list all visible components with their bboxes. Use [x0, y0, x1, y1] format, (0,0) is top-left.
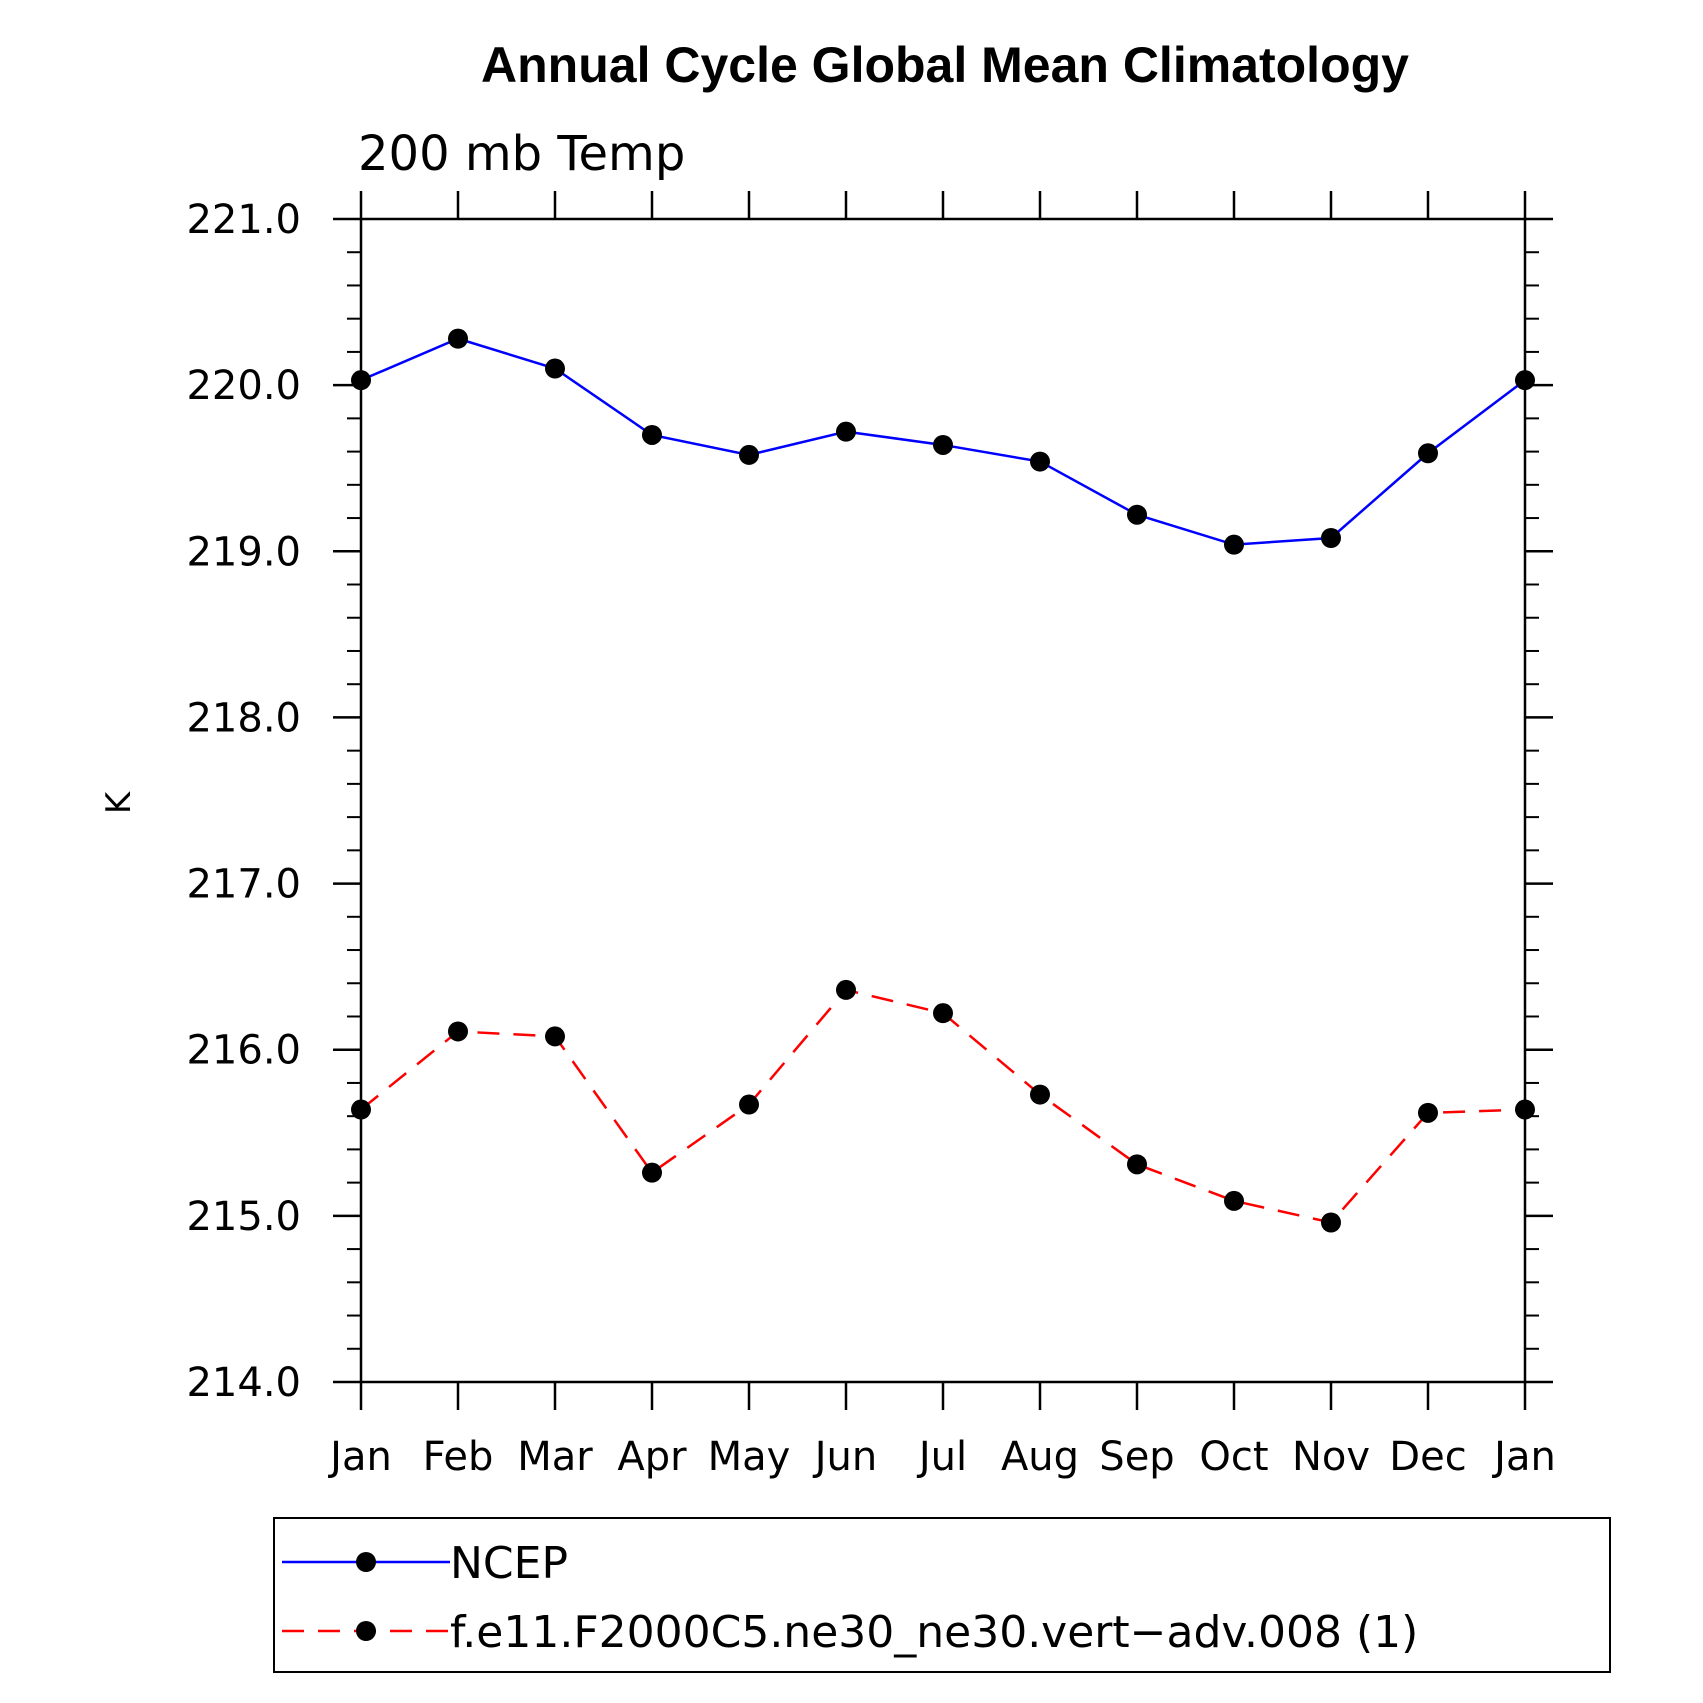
data-point-series-0 — [1127, 504, 1147, 525]
data-point-series-0 — [1418, 443, 1438, 464]
y-axis-ticks: 214.0 215.0 216.0 217.0 218.0 219.0 220.0 221.0 — [186, 197, 1553, 1406]
legend-box — [273, 1517, 1611, 1673]
data-point-series-0 — [545, 358, 565, 379]
data-point-series-1 — [1321, 1212, 1341, 1233]
y-axis-label: K — [99, 790, 139, 814]
x-tick-label: Jun — [812, 1434, 878, 1480]
y-tick-label: 215.0 — [186, 1194, 301, 1240]
x-tick-label: Nov — [1292, 1434, 1370, 1480]
data-point-series-0 — [642, 424, 662, 445]
data-point-series-1 — [1515, 1099, 1535, 1120]
y-tick-label: 218.0 — [186, 695, 301, 741]
y-tick-label: 214.0 — [186, 1360, 301, 1406]
x-tick-label: Aug — [1001, 1434, 1079, 1480]
data-point-series-1 — [642, 1162, 662, 1183]
data-point-series-1 — [1030, 1084, 1050, 1105]
data-point-series-1 — [1224, 1190, 1244, 1211]
x-tick-label: Feb — [423, 1434, 494, 1480]
x-tick-label: Dec — [1389, 1434, 1466, 1480]
x-tick-label: Jan — [1491, 1434, 1556, 1480]
data-point-series-1 — [351, 1099, 371, 1120]
x-tick-label: May — [708, 1434, 791, 1480]
data-point-series-0 — [448, 328, 468, 349]
chart-title: Annual Cycle Global Mean Climatology — [481, 37, 1409, 93]
data-point-series-0 — [1224, 534, 1244, 555]
y-tick-label: 219.0 — [186, 529, 301, 575]
legend-label-model: f.e11.F2000C5.ne30_ne30.vert−adv.008 (1) — [450, 1607, 1418, 1658]
y-tick-label: 221.0 — [186, 197, 301, 243]
data-point-series-0 — [739, 444, 759, 465]
x-tick-label: Jan — [327, 1434, 392, 1480]
data-point-series-0 — [836, 421, 856, 442]
data-point-series-1 — [739, 1094, 759, 1115]
data-point-series-0 — [351, 370, 371, 391]
x-tick-label: Mar — [517, 1434, 593, 1480]
data-point-series-0 — [1030, 451, 1050, 472]
x-tick-label: Sep — [1099, 1434, 1174, 1480]
legend-swatch-model-marker — [356, 1621, 376, 1641]
x-tick-label: Jul — [916, 1434, 967, 1480]
x-tick-label: Apr — [617, 1434, 687, 1480]
x-tick-label: Oct — [1199, 1434, 1268, 1480]
y-tick-label: 217.0 — [186, 862, 301, 908]
y-tick-label: 216.0 — [186, 1028, 301, 1074]
data-point-series-1 — [836, 979, 856, 1000]
series-layer — [351, 328, 1535, 1233]
series-line-1 — [360, 988, 1526, 1224]
data-point-series-1 — [1127, 1154, 1147, 1175]
data-point-series-1 — [545, 1026, 565, 1047]
data-point-series-1 — [1418, 1102, 1438, 1123]
legend-swatch-ncep-marker — [356, 1552, 376, 1572]
x-axis-ticks: Jan Feb Mar Apr May Jun Jul Aug Sep Oct Nov Dec Jan — [327, 191, 1556, 1480]
data-point-series-0 — [1321, 527, 1341, 548]
legend-label-ncep: NCEP — [450, 1538, 568, 1589]
legend: NCEP f.e11.F2000C5.ne30_ne30.vert−adv.00… — [273, 1517, 1611, 1673]
y-tick-label: 220.0 — [186, 363, 301, 409]
chart-subtitle: 200 mb Temp — [358, 126, 685, 182]
data-point-series-1 — [933, 1003, 953, 1024]
plot-frame — [359, 217, 1527, 1384]
data-point-series-0 — [1515, 370, 1535, 391]
data-point-series-0 — [933, 434, 953, 455]
data-point-series-1 — [448, 1021, 468, 1042]
